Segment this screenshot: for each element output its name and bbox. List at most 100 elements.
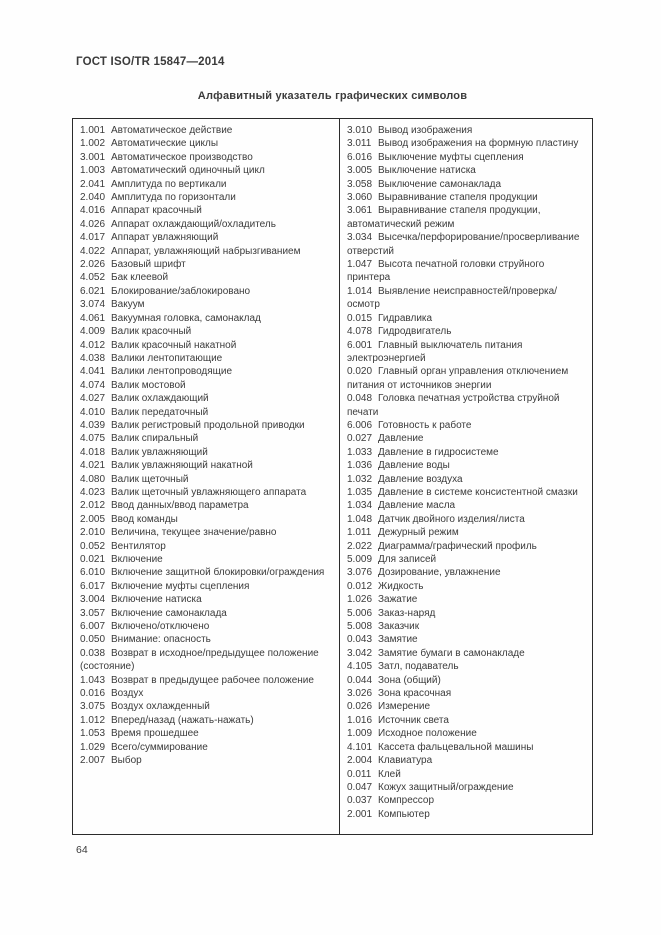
entry-label: Автоматическое производство	[111, 151, 253, 163]
index-entry: 6.001 Главный выключатель питания электро…	[347, 339, 584, 366]
index-column-right: 3.010 Вывод изображения 3.011 Вывод изображ…	[340, 119, 592, 834]
index-entry: 0.015 Гидравлика	[347, 312, 584, 325]
entry-label: Амплитуда по горизонтали	[111, 192, 236, 204]
entry-label: Затл, подаватель	[378, 661, 459, 673]
entry-label: Давление в системе консистентной смазки	[378, 486, 578, 498]
index-column-left: 1.001 Автоматическое действие 1.002 Автомат…	[73, 119, 340, 834]
entry-code: 2.010	[80, 527, 106, 539]
entry-code: 4.026	[80, 218, 106, 230]
entry-label: Валик передаточный	[111, 406, 209, 418]
index-entry: 5.008 Заказчик	[347, 620, 584, 633]
entry-label: Ввод данных/ввод параметра	[111, 500, 249, 512]
entry-label: Валик увлажняющий накатной	[111, 460, 253, 472]
index-entry: 4.023 Валик щеточный увлажняющего аппарат…	[80, 486, 331, 499]
entry-label: Выявление неисправностей/проверка/осмотр	[347, 285, 557, 311]
entry-code: 4.061	[80, 312, 106, 324]
index-entry: 4.026 Аппарат охлаждающий/охладитель	[80, 218, 331, 231]
entry-label: Зажатие	[378, 594, 418, 606]
entry-label: Ввод команды	[111, 513, 178, 525]
entry-label: Автоматический одиночный цикл	[111, 165, 265, 177]
entry-code: 0.037	[347, 795, 373, 807]
entry-code: 1.035	[347, 486, 373, 498]
entry-code: 0.048	[347, 393, 373, 405]
index-entry: 2.005 Ввод команды	[80, 513, 331, 526]
index-entry: 1.032 Давление воздуха	[347, 473, 584, 486]
entry-code: 1.016	[347, 714, 373, 726]
entry-code: 1.033	[347, 446, 373, 458]
index-entry: 3.010 Вывод изображения	[347, 124, 584, 137]
index-entry: 1.003 Автоматический одиночный цикл	[80, 164, 331, 177]
entry-code: 6.021	[80, 285, 106, 297]
index-entry: 1.002 Автоматические циклы	[80, 137, 331, 150]
index-entry: 4.101 Кассета фальцевальной машины	[347, 741, 584, 754]
entry-label: Гидравлика	[378, 312, 433, 324]
index-entry: 1.001 Автоматическое действие	[80, 124, 331, 137]
entry-label: Вперед/назад (нажать-нажать)	[111, 714, 254, 726]
index-entry: 0.011 Клей	[347, 768, 584, 781]
entry-label: Валик щеточный	[111, 473, 189, 485]
entry-code: 2.007	[80, 755, 106, 767]
entry-label: Выключение натиска	[378, 165, 476, 177]
entry-label: Автоматическое действие	[111, 125, 233, 136]
index-entry: 3.011 Вывод изображения на формную пласти…	[347, 137, 584, 150]
entry-label: Диаграмма/графический профиль	[378, 540, 537, 552]
index-entry: 3.076 Дозирование, увлажнение	[347, 566, 584, 579]
index-entry: 1.047 Высота печатной головки струйного п…	[347, 258, 584, 285]
index-entry: 6.006 Готовность к работе	[347, 419, 584, 432]
entry-code: 1.048	[347, 513, 373, 525]
entry-code: 3.026	[347, 688, 373, 700]
entry-code: 1.026	[347, 594, 373, 606]
entry-label: Включение защитной блокировки/ограждения	[111, 567, 325, 579]
entry-code: 3.005	[347, 165, 373, 177]
index-entry: 4.078 Гидродвигатель	[347, 325, 584, 338]
index-entry: 3.060 Выравнивание стапеля продукции	[347, 191, 584, 204]
entry-label: Бак клеевой	[111, 272, 169, 284]
index-entry: 6.016 Выключение муфты сцепления	[347, 151, 584, 164]
index-entry: 2.022 Диаграмма/графический профиль	[347, 540, 584, 553]
entry-code: 3.058	[347, 178, 373, 190]
index-entry: 6.017 Включение муфты сцепления	[80, 580, 331, 593]
entry-code: 0.044	[347, 674, 373, 686]
index-entry: 4.021 Валик увлажняющий накатной	[80, 459, 331, 472]
entry-label: Жидкость	[378, 580, 424, 592]
entry-code: 1.001	[80, 125, 106, 136]
entry-code: 1.036	[347, 460, 373, 472]
entry-label: Возврат в предыдущее рабочее положение	[111, 674, 314, 686]
entry-label: Исходное положение	[378, 728, 477, 740]
index-entry: 3.074 Вакуум	[80, 298, 331, 311]
index-entry: 3.057 Включение самонаклада	[80, 607, 331, 620]
index-entry: 5.006 Заказ-наряд	[347, 607, 584, 620]
entry-code: 4.078	[347, 326, 373, 338]
entry-label: Включение натиска	[111, 594, 202, 606]
index-entry: 3.058 Выключение самонаклада	[347, 178, 584, 191]
index-entry: 3.075 Воздух охлажденный	[80, 700, 331, 713]
entry-code: 1.014	[347, 285, 373, 297]
entry-label: Замятие	[378, 634, 418, 646]
entry-code: 0.052	[80, 540, 106, 552]
index-entry: 1.009 Исходное положение	[347, 727, 584, 740]
entry-code: 1.003	[80, 165, 106, 177]
entry-code: 3.075	[80, 701, 106, 713]
index-entry: 0.026 Измерение	[347, 700, 584, 713]
index-entry: 1.053 Время прошедшее	[80, 727, 331, 740]
index-entry: 1.014 Выявление неисправностей/проверка/о…	[347, 285, 584, 312]
index-entry: 4.027 Валик охлаждающий	[80, 392, 331, 405]
entry-label: Клей	[378, 768, 401, 780]
entry-label: Валик красочный	[111, 326, 192, 338]
entry-code: 0.027	[347, 433, 373, 445]
entry-label: Валик охлаждающий	[111, 393, 209, 405]
entry-code: 1.011	[347, 527, 372, 539]
entry-code: 0.011	[347, 768, 372, 780]
entry-label: Величина, текущее значение/равно	[111, 527, 277, 539]
entry-label: Включение	[111, 554, 163, 565]
entry-code: 0.012	[347, 580, 373, 592]
index-entry: 1.029 Всего/суммирование	[80, 741, 331, 754]
entry-code: 0.047	[347, 781, 373, 793]
entry-code: 1.047	[347, 259, 373, 271]
entry-code: 4.027	[80, 393, 106, 405]
entry-code: 3.042	[347, 647, 373, 659]
index-entry: 0.048 Головка печатная устройства струйно…	[347, 392, 584, 419]
entry-label: Вывод изображения	[378, 125, 473, 136]
entry-label: Автоматические циклы	[111, 138, 219, 150]
entry-label: Вентилятор	[111, 540, 166, 552]
